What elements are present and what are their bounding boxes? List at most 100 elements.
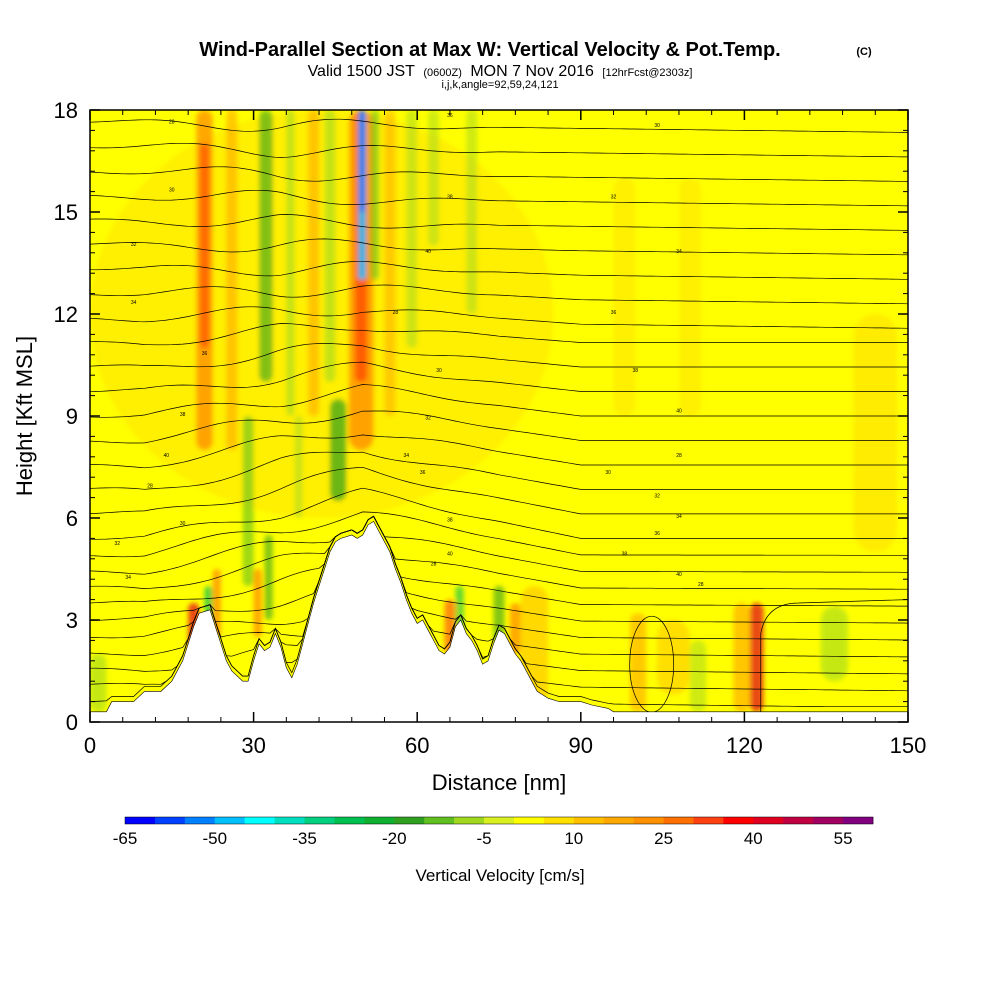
colorbar-swatch xyxy=(154,817,186,824)
theta-contour xyxy=(90,189,908,207)
velocity-feature xyxy=(629,613,647,712)
velocity-feature xyxy=(90,110,554,518)
theta-contour-label: 34 xyxy=(404,453,410,459)
colorbar-swatch xyxy=(214,817,245,824)
colorbar-swatch xyxy=(304,817,335,824)
theta-contour-label: 30 xyxy=(436,368,442,374)
velocity-feature xyxy=(384,110,396,416)
x-tick-label: 120 xyxy=(726,733,763,758)
theta-contour-label: 34 xyxy=(676,514,682,520)
theta-contour-label: 32 xyxy=(131,242,137,248)
colorbar-swatch xyxy=(484,817,515,824)
colorbar-swatch xyxy=(783,817,814,824)
theta-contour-loop xyxy=(760,599,908,712)
theta-contour-label: 30 xyxy=(169,188,175,194)
colorbar-tick-label: -20 xyxy=(382,829,407,848)
velocity-feature xyxy=(406,110,418,348)
theta-contour-label: 38 xyxy=(447,194,453,200)
theta-contour xyxy=(90,118,908,133)
y-tick-label: 3 xyxy=(66,608,78,633)
velocity-feature xyxy=(689,640,707,712)
x-axis-label: Distance [nm] xyxy=(432,770,567,795)
theta-contour-label: 28 xyxy=(393,310,399,316)
theta-contour xyxy=(90,515,908,607)
x-tick-label: 150 xyxy=(890,733,927,758)
theta-contour xyxy=(90,487,908,540)
theta-contour xyxy=(90,343,908,368)
colorbar-swatch xyxy=(813,817,844,824)
colorbar-tick-label: -35 xyxy=(292,829,317,848)
theta-contour xyxy=(90,214,908,231)
theta-contour-label: 28 xyxy=(147,483,153,489)
velocity-feature xyxy=(493,586,505,644)
theta-contour xyxy=(90,434,908,469)
velocity-feature xyxy=(286,110,295,416)
velocity-feature xyxy=(329,399,347,501)
colorbar-swatch xyxy=(454,817,485,824)
velocity-feature xyxy=(733,603,750,712)
section-indices: i,j,k,angle=92,59,24,121 xyxy=(441,79,558,91)
plot-area: 28 30 32 34 36 38 40 28 30 32 34 36 38 40 28 30 32 34 36 38… xyxy=(90,110,908,722)
theta-contour-label: 36 xyxy=(447,113,453,119)
theta-contour-label: 40 xyxy=(447,551,453,557)
y-tick-label: 12 xyxy=(54,302,78,327)
velocity-feature xyxy=(613,178,636,416)
colorbar-swatch xyxy=(394,817,425,824)
velocity-feature xyxy=(294,416,303,518)
y-tick-label: 0 xyxy=(66,710,78,735)
theta-contour xyxy=(90,466,908,515)
theta-contour xyxy=(90,384,908,418)
y-tick-label: 18 xyxy=(54,98,78,123)
colorbar-title: Vertical Velocity [cm/s] xyxy=(415,866,584,885)
colorbar-swatch xyxy=(334,817,365,824)
colorbar-swatch xyxy=(573,817,605,824)
velocity-feature xyxy=(360,110,364,212)
x-tick-label: 90 xyxy=(569,733,593,758)
theta-contour-label: 40 xyxy=(164,453,170,459)
colorbar-frame xyxy=(124,816,874,825)
vertical-velocity-field xyxy=(90,110,898,712)
theta-contour-label: 38 xyxy=(633,368,639,374)
colorbar-swatch xyxy=(663,817,694,824)
theta-contour xyxy=(90,515,908,641)
theta-contour xyxy=(90,515,908,624)
theta-contour-label: 28 xyxy=(169,120,175,126)
forecast-info: [12hrFcst@2303z] xyxy=(602,67,692,79)
colorbar-swatch xyxy=(633,817,664,824)
x-tick-label: 0 xyxy=(84,733,96,758)
theta-contour-label: 32 xyxy=(611,194,617,200)
theta-contour xyxy=(90,511,908,558)
x-tick-label: 60 xyxy=(405,733,429,758)
velocity-feature xyxy=(264,535,273,620)
colorbar-swatch xyxy=(125,817,156,824)
x-tick-label: 30 xyxy=(241,733,265,758)
theta-contour-label: 36 xyxy=(420,470,426,476)
velocity-feature xyxy=(853,314,898,552)
theta-contour-label: 30 xyxy=(605,470,611,476)
theta-contour xyxy=(90,238,908,256)
colorbar-tick-label: -5 xyxy=(476,829,491,848)
theta-contour xyxy=(90,142,908,158)
theta-contour-label: 34 xyxy=(125,575,131,581)
theta-contour-label: 40 xyxy=(676,409,682,415)
theta-contour-label: 28 xyxy=(676,453,682,459)
colorbar-tick-label: 10 xyxy=(564,829,583,848)
velocity-feature xyxy=(226,110,238,450)
colorbar-swatch xyxy=(513,817,545,824)
theta-contour-label: 36 xyxy=(654,531,660,537)
theta-contour xyxy=(90,323,908,346)
colorbar-tick-label: 25 xyxy=(654,829,673,848)
theta-contour-label: 34 xyxy=(676,249,682,255)
theta-contour-label: 34 xyxy=(131,300,137,306)
chart-title: Wind-Parallel Section at Max W: Vertical… xyxy=(199,39,780,61)
theta-contour-label: 36 xyxy=(202,351,208,357)
theta-contour-label: 32 xyxy=(115,541,121,547)
velocity-feature xyxy=(428,110,439,246)
theta-contour-label: 40 xyxy=(425,249,431,255)
valid-time-line: Valid 1500 JST (0600Z) MON 7 Nov 2016 [1… xyxy=(308,63,693,80)
y-axis-label: Height [Kft MSL] xyxy=(12,336,37,496)
terrain-mask xyxy=(90,520,908,722)
theta-contour xyxy=(90,410,908,444)
velocity-feature xyxy=(90,654,107,712)
velocity-feature xyxy=(749,603,764,712)
